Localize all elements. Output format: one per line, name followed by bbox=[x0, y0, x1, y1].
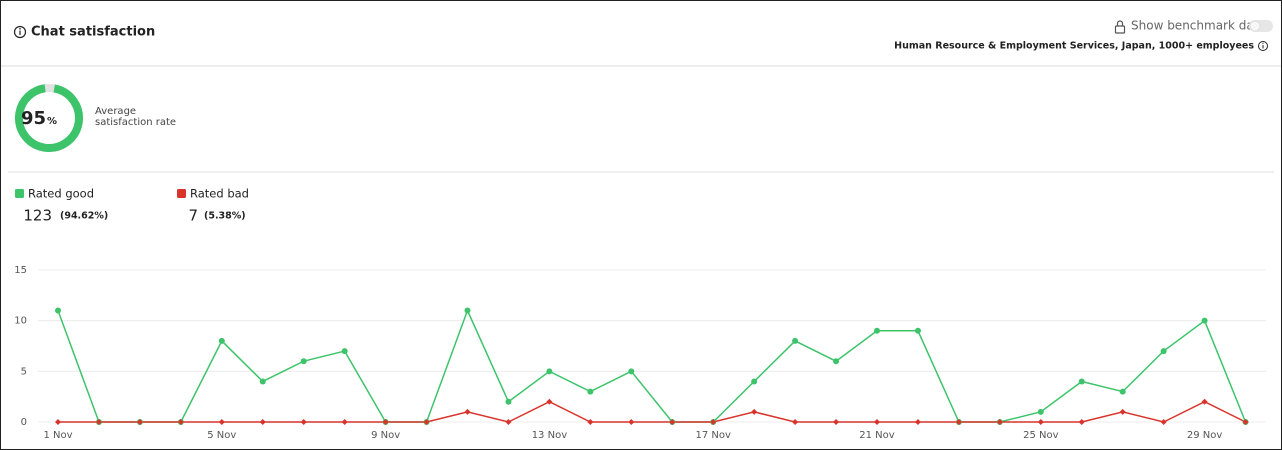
data-point bbox=[751, 408, 758, 415]
summary-label: Average bbox=[95, 106, 136, 117]
data-point bbox=[792, 419, 799, 425]
widget-title: Chat satisfaction bbox=[31, 25, 155, 40]
data-point bbox=[751, 378, 758, 385]
data-point bbox=[1160, 419, 1167, 425]
data-point bbox=[996, 419, 1003, 425]
series-share: (94.62%) bbox=[60, 211, 108, 222]
data-point bbox=[1201, 317, 1208, 324]
y-tick-label: 10 bbox=[14, 316, 27, 327]
data-point bbox=[464, 408, 471, 415]
benchmark-toggle-label: Show benchmark data bbox=[1131, 19, 1266, 33]
data-point bbox=[505, 419, 512, 425]
x-tick-label: 5 Nov bbox=[207, 430, 236, 441]
data-point bbox=[341, 348, 348, 355]
info-icon bbox=[13, 25, 27, 39]
data-point bbox=[874, 419, 880, 425]
series-line bbox=[57, 308, 1247, 423]
data-point bbox=[955, 419, 962, 425]
series-share: (5.38%) bbox=[204, 211, 246, 222]
x-tick-label: 1 Nov bbox=[43, 430, 72, 441]
data-point bbox=[136, 419, 143, 425]
data-point bbox=[1078, 378, 1085, 385]
benchmark-context: Human Resource & Employment Services, Ja… bbox=[894, 41, 1254, 52]
data-point bbox=[1119, 408, 1126, 415]
legend-swatch bbox=[177, 189, 186, 198]
data-point bbox=[1037, 419, 1044, 425]
data-point bbox=[55, 307, 61, 314]
data-point bbox=[833, 358, 840, 365]
x-tick-label: 25 Nov bbox=[1023, 430, 1059, 441]
data-point bbox=[914, 327, 921, 334]
series-total: 123 bbox=[23, 207, 52, 225]
legend-label: Rated good bbox=[28, 187, 94, 201]
data-point bbox=[874, 327, 880, 334]
data-point bbox=[177, 419, 184, 425]
x-tick-label: 9 Nov bbox=[371, 430, 400, 441]
data-point bbox=[259, 419, 266, 425]
data-point bbox=[546, 398, 553, 405]
data-point bbox=[1160, 348, 1167, 355]
data-point bbox=[1037, 408, 1044, 415]
benchmark-toggle[interactable] bbox=[1249, 20, 1273, 32]
data-point bbox=[587, 388, 594, 395]
data-point bbox=[628, 368, 635, 375]
data-point bbox=[833, 419, 840, 425]
data-point bbox=[792, 337, 799, 344]
info-icon[interactable] bbox=[1258, 41, 1268, 51]
series-line bbox=[58, 400, 1246, 423]
data-point bbox=[1078, 419, 1085, 425]
data-point bbox=[218, 419, 225, 425]
data-point bbox=[628, 419, 635, 425]
x-tick-label: 13 Nov bbox=[532, 430, 568, 441]
data-point bbox=[1119, 388, 1126, 395]
data-point bbox=[259, 378, 266, 385]
data-point bbox=[382, 419, 389, 425]
data-point bbox=[300, 419, 307, 425]
y-tick-label: 15 bbox=[14, 265, 27, 276]
data-point bbox=[710, 419, 717, 425]
summary-value: 95 bbox=[21, 108, 46, 129]
donut-arc bbox=[15, 84, 83, 152]
data-point bbox=[914, 419, 921, 425]
x-tick-label: 17 Nov bbox=[695, 430, 731, 441]
y-tick-label: 0 bbox=[21, 417, 27, 428]
data-point bbox=[1242, 419, 1249, 425]
data-point bbox=[341, 419, 348, 425]
data-point bbox=[1201, 398, 1208, 405]
data-point bbox=[587, 419, 594, 425]
data-point bbox=[95, 419, 102, 425]
data-point bbox=[300, 358, 307, 365]
summary-label: satisfaction rate bbox=[95, 117, 176, 128]
y-tick-label: 5 bbox=[21, 366, 27, 377]
data-point bbox=[464, 307, 471, 314]
data-point bbox=[423, 419, 430, 425]
x-tick-label: 29 Nov bbox=[1187, 430, 1223, 441]
data-point bbox=[218, 337, 225, 344]
lock-icon bbox=[1114, 20, 1126, 34]
series-total: 7 bbox=[188, 207, 198, 225]
legend-label: Rated bad bbox=[190, 187, 249, 201]
data-point bbox=[55, 419, 61, 425]
data-point bbox=[505, 398, 512, 405]
data-point bbox=[546, 368, 553, 375]
legend-swatch bbox=[15, 189, 24, 198]
data-point bbox=[669, 419, 676, 425]
x-tick-label: 21 Nov bbox=[859, 430, 895, 441]
summary-unit: % bbox=[47, 116, 57, 127]
